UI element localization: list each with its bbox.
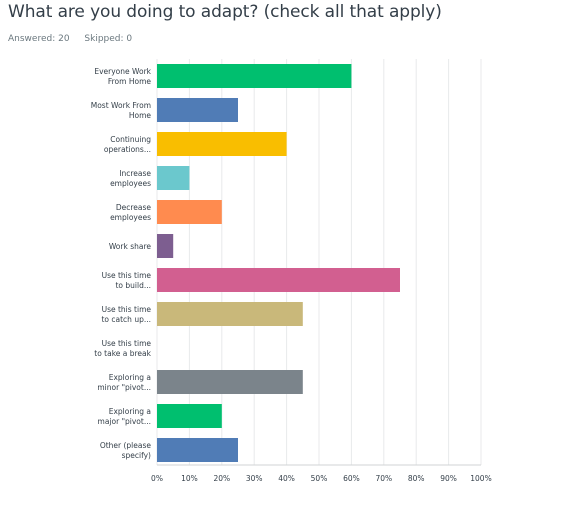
bar — [157, 166, 190, 190]
tick-label: 50% — [311, 474, 328, 483]
bar — [157, 268, 400, 292]
category-label: Everyone Work From Home — [94, 67, 151, 86]
tick-label: 20% — [213, 474, 230, 483]
category-label: Use this time to build... — [102, 271, 152, 290]
bar — [157, 234, 174, 258]
bar — [157, 370, 303, 394]
category-label: Exploring a major "pivot... — [98, 407, 151, 426]
bar — [157, 200, 222, 224]
category-label: Exploring a minor "pivot... — [97, 373, 151, 392]
tick-label: 0% — [151, 474, 163, 483]
bar — [157, 98, 238, 122]
tick-label: 60% — [343, 474, 360, 483]
answered-count: Answered: 20 — [8, 34, 70, 44]
tick-label: 80% — [408, 474, 425, 483]
tick-label: 100% — [470, 474, 491, 483]
category-label: Use this time to catch up... — [101, 305, 151, 324]
tick-label: 10% — [181, 474, 198, 483]
tick-label: 90% — [440, 474, 457, 483]
category-label: Work share — [109, 242, 152, 251]
tick-label: 70% — [375, 474, 392, 483]
category-label: Continuing operations... — [104, 135, 151, 154]
tick-label: 40% — [278, 474, 295, 483]
question-title: What are you doing to adapt? (check all … — [8, 2, 442, 22]
bar — [157, 404, 222, 428]
bar — [157, 302, 303, 326]
category-label: Use this time to take a break — [94, 339, 151, 358]
bar — [157, 64, 352, 88]
response-summary: Answered: 20 Skipped: 0 — [8, 34, 144, 44]
bar — [157, 438, 238, 462]
bar — [157, 132, 287, 156]
category-label: Decrease employees — [110, 203, 151, 222]
skipped-count: Skipped: 0 — [84, 34, 133, 44]
category-label: Other (please specify) — [100, 441, 152, 460]
tick-label: 30% — [246, 474, 263, 483]
category-label: Increase employees — [110, 169, 151, 188]
category-label: Most Work From Home — [91, 101, 152, 120]
